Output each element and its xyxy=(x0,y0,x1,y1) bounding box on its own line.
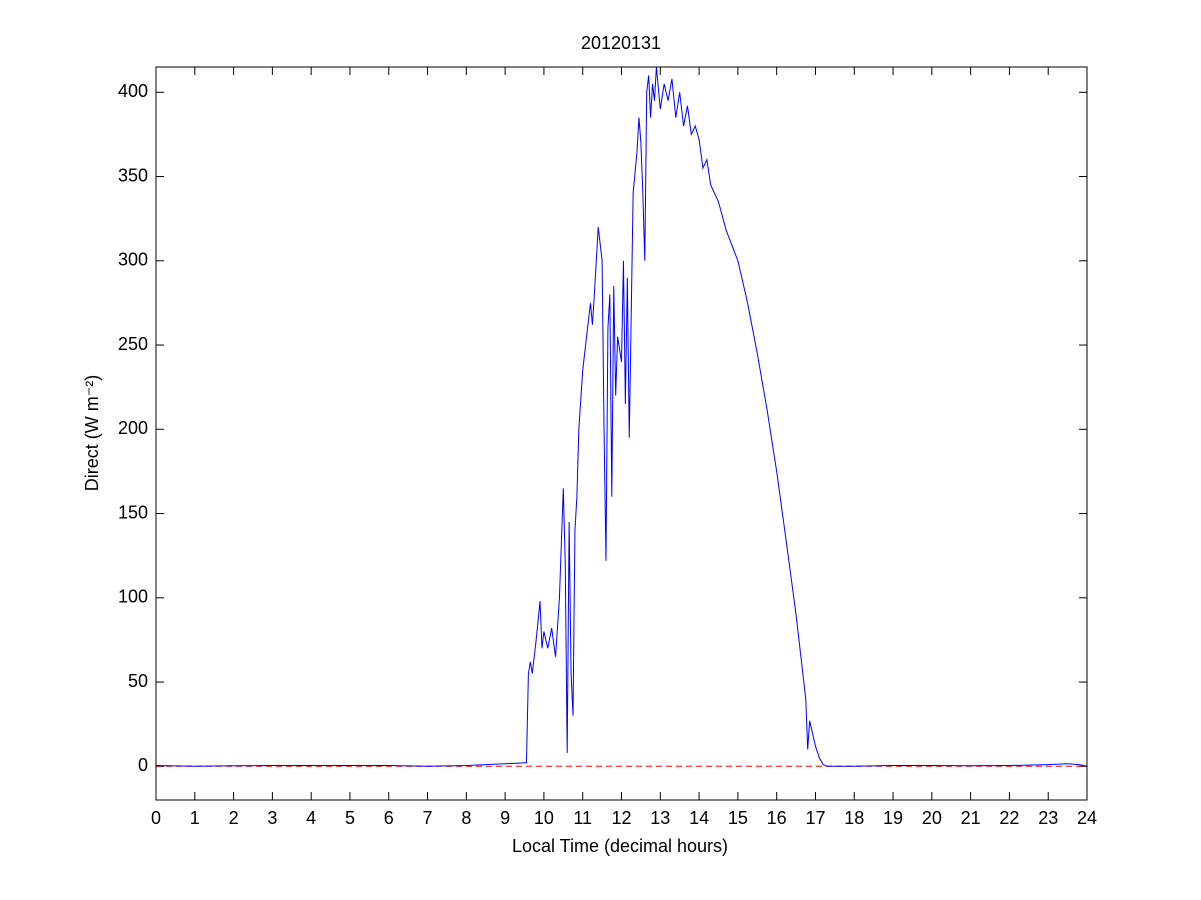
x-tick-label: 14 xyxy=(689,808,709,828)
x-tick-label: 7 xyxy=(423,808,433,828)
x-tick-label: 23 xyxy=(1038,808,1058,828)
x-tick-label: 12 xyxy=(611,808,631,828)
y-tick-label: 300 xyxy=(118,250,148,270)
y-tick-label: 200 xyxy=(118,418,148,438)
y-tick-label: 0 xyxy=(138,755,148,775)
x-axis-label: Local Time (decimal hours) xyxy=(512,836,728,856)
y-tick-label: 100 xyxy=(118,587,148,607)
y-tick-label: 350 xyxy=(118,165,148,185)
x-tick-label: 17 xyxy=(805,808,825,828)
x-tick-label: 2 xyxy=(229,808,239,828)
x-tick-label: 19 xyxy=(883,808,903,828)
x-tick-label: 9 xyxy=(500,808,510,828)
x-tick-label: 16 xyxy=(767,808,787,828)
y-tick-label: 400 xyxy=(118,81,148,101)
x-tick-label: 1 xyxy=(190,808,200,828)
x-tick-label: 3 xyxy=(267,808,277,828)
x-tick-label: 8 xyxy=(461,808,471,828)
x-tick-label: 4 xyxy=(306,808,316,828)
x-tick-label: 15 xyxy=(728,808,748,828)
x-tick-label: 21 xyxy=(961,808,981,828)
plot-frame xyxy=(155,66,1088,801)
y-tick-label: 50 xyxy=(128,671,148,691)
x-tick-label: 24 xyxy=(1077,808,1097,828)
x-tick-label: 20 xyxy=(922,808,942,828)
y-tick-label: 150 xyxy=(118,502,148,522)
chart-title: 20120131 xyxy=(581,33,661,53)
y-tick-label: 250 xyxy=(118,334,148,354)
x-tick-label: 13 xyxy=(650,808,670,828)
data-line xyxy=(156,67,1087,767)
x-tick-label: 0 xyxy=(151,808,161,828)
x-tick-label: 18 xyxy=(844,808,864,828)
y-axis-label: Direct (W m⁻²) xyxy=(82,375,102,491)
x-tick-label: 5 xyxy=(345,808,355,828)
x-tick-label: 6 xyxy=(384,808,394,828)
x-tick-label: 10 xyxy=(534,808,554,828)
x-tick-label: 11 xyxy=(573,808,592,828)
x-tick-label: 22 xyxy=(999,808,1019,828)
